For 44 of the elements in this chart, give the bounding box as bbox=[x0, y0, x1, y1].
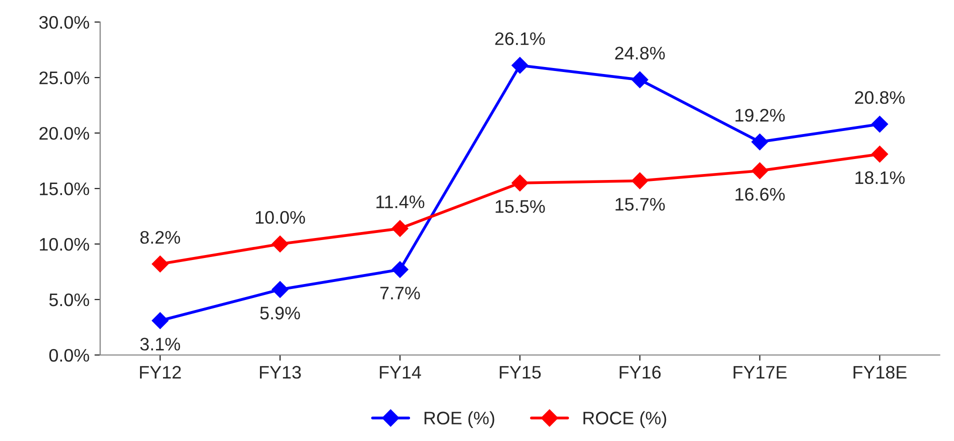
y-tick-label: 20.0% bbox=[39, 126, 90, 140]
data-label: 11.4% bbox=[376, 196, 424, 208]
point bbox=[152, 312, 169, 329]
data-label: 8.2% bbox=[140, 230, 180, 244]
point bbox=[272, 236, 288, 252]
x-tick-label: FY16 bbox=[620, 366, 661, 379]
x-tick-label: FY18E bbox=[854, 366, 907, 379]
point bbox=[751, 162, 768, 180]
data-label: 18.1% bbox=[856, 171, 905, 184]
y-tick-label: 5.0% bbox=[49, 293, 90, 306]
data-label: 15.5% bbox=[496, 200, 545, 213]
point bbox=[631, 71, 648, 88]
y-tick-label: 30.0% bbox=[39, 16, 90, 29]
point bbox=[512, 56, 528, 74]
x-tick-label: FY14 bbox=[380, 366, 422, 379]
point bbox=[272, 281, 288, 298]
data-label: 7.7% bbox=[380, 286, 420, 300]
x-tick-label: FY17E bbox=[734, 366, 787, 379]
legend-label: ROE (%) bbox=[424, 411, 494, 428]
data-label: 3.1% bbox=[140, 338, 180, 351]
data-label: 5.9% bbox=[260, 306, 300, 320]
point bbox=[392, 220, 408, 237]
y-tick-label: 10.0% bbox=[40, 238, 90, 251]
data-label: 15.7% bbox=[616, 198, 665, 211]
x-tick-label: FY15 bbox=[500, 366, 541, 379]
y-tick-label: 0.0% bbox=[49, 348, 90, 362]
point bbox=[392, 261, 408, 278]
x-tick-label: FY13 bbox=[260, 366, 301, 379]
y-tick-label: 25.0% bbox=[39, 71, 90, 84]
data-label: 26.1% bbox=[495, 32, 545, 46]
point bbox=[512, 174, 528, 192]
point bbox=[152, 256, 169, 272]
point bbox=[631, 172, 648, 190]
point bbox=[751, 134, 768, 150]
data-label: 24.8% bbox=[615, 46, 665, 60]
data-label: 19.2% bbox=[736, 108, 785, 122]
point bbox=[871, 146, 888, 162]
legend-label: ROCE (%) bbox=[584, 411, 666, 428]
data-label: 16.6% bbox=[736, 188, 785, 201]
y-tick-label: 15.0% bbox=[40, 182, 90, 196]
data-label: 20.8% bbox=[855, 91, 905, 104]
data-label: 10.0% bbox=[256, 211, 306, 224]
x-tick-label: FY12 bbox=[140, 366, 181, 379]
point bbox=[871, 116, 888, 133]
